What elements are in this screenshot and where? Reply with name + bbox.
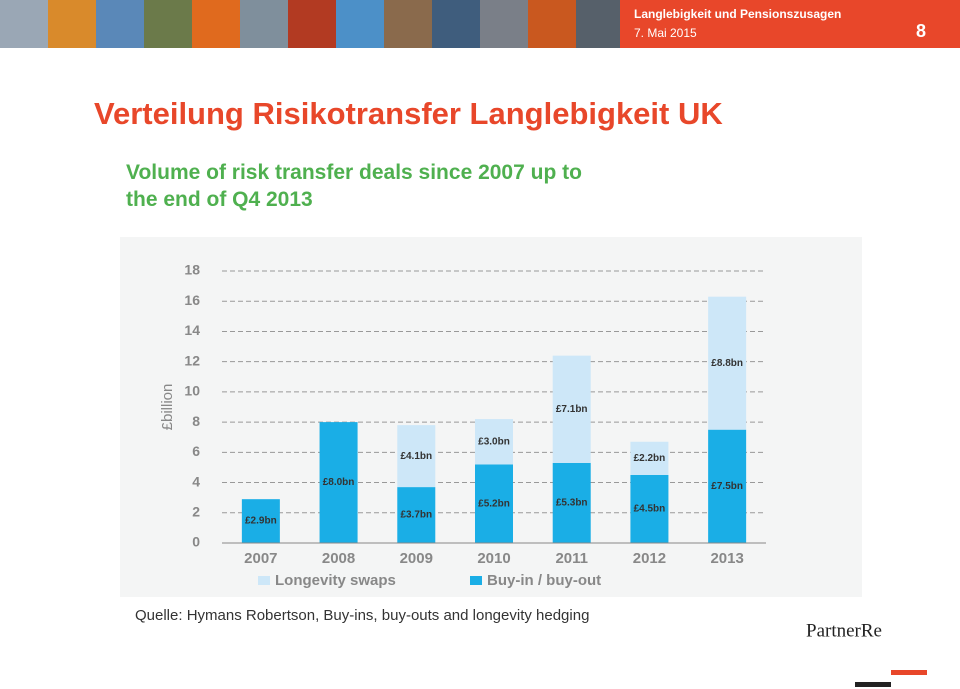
bar-segment [319,422,358,543]
header-subject: Langlebigkeit und Pensionszusagen [634,7,841,21]
y-tick-label: 0 [192,534,200,550]
page-number: 8 [916,21,926,41]
x-tick-label: 2010 [477,550,510,567]
x-tick-label: 2013 [710,550,743,567]
decoration [891,670,927,675]
bar-segment [241,499,280,543]
value-label: £5.3bn [556,498,588,509]
y-tick-label: 14 [184,322,200,338]
x-tick-label: 2007 [244,550,277,567]
bar-segment [630,475,669,543]
y-tick-label: 16 [184,292,200,308]
legend-swatch [470,576,482,585]
bar-segment [708,429,747,543]
decoration [855,682,891,687]
value-label: £2.2bn [634,453,666,464]
value-label: £4.5bn [634,504,666,515]
value-label: £7.1bn [556,404,588,415]
value-label: £2.9bn [245,516,277,527]
legend-label: Longevity swaps [275,572,396,589]
value-label: £7.5bn [711,481,743,492]
value-label: £3.0bn [478,436,510,447]
bar-segment [475,464,513,543]
x-tick-label: 2012 [633,550,666,567]
bar-segment [630,441,669,475]
x-tick-label: 2011 [555,550,588,567]
header-date: 7. Mai 2015 [634,26,697,40]
y-axis-label: £billion [159,384,176,431]
bar-segment [397,425,436,488]
value-label: £5.2bn [478,498,510,509]
bar-segment [475,419,513,465]
slide-title: Verteilung Risikotransfer Langlebigkeit … [94,96,723,131]
x-tick-label: 2008 [322,550,355,567]
y-tick-label: 8 [192,413,200,429]
header-bar [620,0,960,48]
bar-segment [552,462,591,543]
source: Quelle: Hymans Robertson, Buy-ins, buy-o… [135,607,589,624]
bar-segment [552,355,591,463]
legend-swatch [258,576,270,585]
chart-title: Volume of risk transfer deals since 2007… [126,161,582,211]
y-tick-label: 12 [184,352,200,368]
y-tick-label: 4 [192,473,200,489]
bar-segment [708,296,747,430]
logo: PartnerRe [806,620,882,641]
x-tick-label: 2009 [400,550,433,567]
image-strip [0,0,620,48]
legend-label: Buy-in / buy-out [487,572,601,589]
value-label: £8.8bn [711,358,743,369]
value-label: £4.1bn [400,451,432,462]
y-tick-label: 6 [192,443,200,459]
y-tick-label: 18 [184,262,200,278]
y-tick-label: 2 [192,503,200,519]
value-label: £3.7bn [400,510,432,521]
value-label: £8.0bn [323,477,355,488]
bar-segment [397,487,436,543]
y-tick-label: 10 [184,383,200,399]
